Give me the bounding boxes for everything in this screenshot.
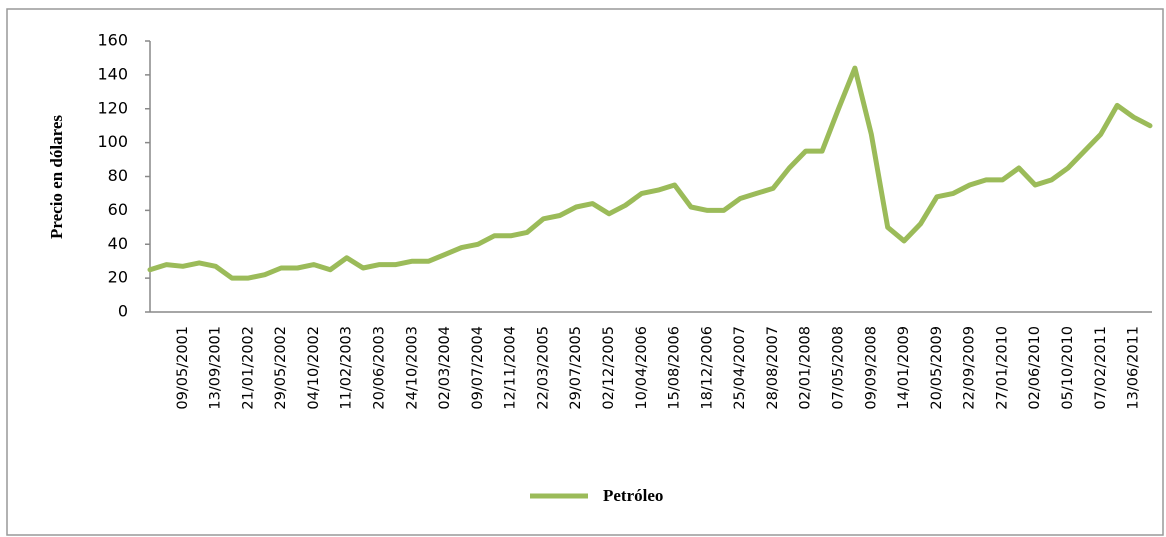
x-tick-label: 04/10/2002 bbox=[306, 326, 322, 410]
y-tick-label: 60 bbox=[108, 200, 128, 219]
x-tick-label: 11/02/2003 bbox=[339, 326, 355, 410]
x-tick-label: 12/11/2004 bbox=[503, 326, 519, 410]
x-tick-label: 24/10/2003 bbox=[404, 326, 420, 410]
x-tick-label: 27/01/2010 bbox=[994, 326, 1010, 410]
x-tick-label: 14/01/2009 bbox=[896, 326, 912, 410]
y-tick-label: 0 bbox=[118, 302, 128, 321]
x-tick-label: 22/03/2005 bbox=[535, 326, 551, 410]
x-tick-label: 25/04/2007 bbox=[732, 326, 748, 410]
y-tick-label: 140 bbox=[97, 64, 128, 83]
y-tick-label: 160 bbox=[97, 31, 128, 50]
y-tick-label: 40 bbox=[108, 234, 128, 253]
x-tick-label: 09/07/2004 bbox=[470, 326, 486, 410]
x-tick-label: 02/03/2004 bbox=[437, 326, 453, 410]
x-tick-label: 21/01/2002 bbox=[240, 326, 256, 410]
x-tick-label: 20/05/2009 bbox=[929, 326, 945, 410]
x-tick-label: 07/05/2008 bbox=[831, 326, 847, 410]
chart-frame bbox=[6, 8, 1164, 536]
x-tick-label: 02/12/2005 bbox=[601, 326, 617, 410]
x-tick-label: 09/05/2001 bbox=[175, 326, 191, 410]
x-tick-label: 20/06/2003 bbox=[372, 326, 388, 410]
y-tick-label: 80 bbox=[108, 166, 128, 185]
x-tick-label: 29/05/2002 bbox=[273, 326, 289, 410]
x-tick-label: 05/10/2010 bbox=[1060, 326, 1076, 410]
x-tick-label: 10/04/2006 bbox=[634, 326, 650, 410]
x-tick-label: 02/06/2010 bbox=[1027, 326, 1043, 410]
legend-label: Petróleo bbox=[603, 486, 663, 505]
x-tick-label: 13/09/2001 bbox=[208, 326, 224, 410]
x-tick-label: 13/06/2011 bbox=[1126, 326, 1142, 410]
y-tick-label: 120 bbox=[97, 98, 128, 117]
y-tick-label: 100 bbox=[97, 132, 128, 151]
x-tick-label: 29/07/2005 bbox=[568, 326, 584, 410]
x-tick-label: 28/08/2007 bbox=[765, 326, 781, 410]
x-tick-label: 22/09/2009 bbox=[962, 326, 978, 410]
line-series bbox=[147, 65, 1153, 281]
x-tick-label: 18/12/2006 bbox=[699, 326, 715, 410]
x-tick-label: 09/09/2008 bbox=[863, 326, 879, 410]
y-tick-label: 20 bbox=[108, 268, 128, 287]
y-axis-label: Precio en dólares bbox=[47, 115, 66, 239]
x-tick-label: 15/08/2006 bbox=[667, 326, 683, 410]
x-tick-label: 07/02/2011 bbox=[1093, 326, 1109, 410]
x-tick-label: 02/01/2008 bbox=[798, 326, 814, 410]
